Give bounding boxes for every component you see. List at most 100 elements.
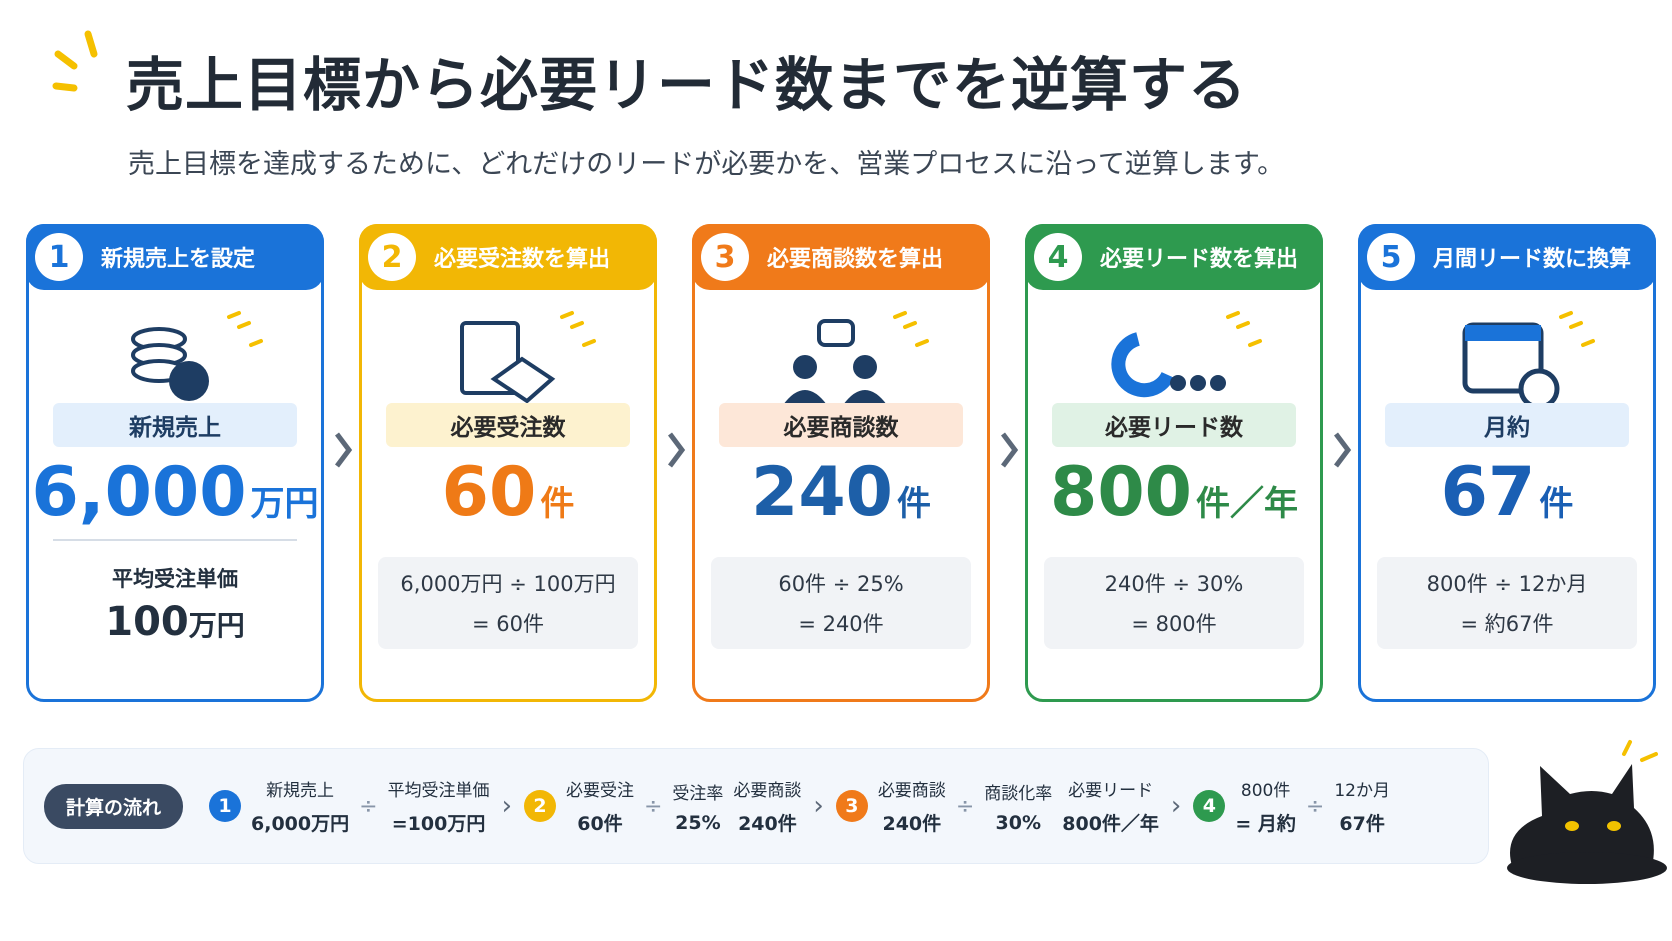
arrow-shape — [335, 432, 353, 468]
flow-text: 商談化率 — [984, 783, 1053, 804]
step-heading: 月間リード数に換算 — [1433, 247, 1632, 272]
flow-arrow: › — [813, 791, 824, 821]
step-header: 1 新規売上を設定 — [26, 224, 324, 290]
flow-text: 25% — [675, 811, 721, 834]
value-number: 6,000 — [31, 453, 247, 532]
icon-shape — [793, 355, 817, 379]
icon-shape — [1111, 332, 1175, 398]
flow-text: 平均受注単価 — [387, 781, 490, 801]
flow-column: ÷ — [644, 794, 662, 819]
icon-spark — [1236, 321, 1250, 329]
value-unit: 件／年 — [1195, 484, 1298, 524]
flow-group: 4 800件 = 月約 ÷ 12か月 67件 — [1193, 776, 1390, 836]
step-number: 1 — [35, 233, 83, 281]
flow-text: ÷ — [359, 793, 378, 819]
calc-line: 800件 ÷ 12か月 — [1426, 572, 1588, 596]
flow-text: 必要受注 — [565, 781, 634, 801]
flow-text: 240件 — [738, 813, 797, 835]
flow-column: 受注率 25% — [672, 779, 723, 834]
icon-spark — [1226, 311, 1240, 319]
icon-spark — [249, 339, 263, 347]
flow-column: 必要リード 800件／年 — [1062, 776, 1159, 836]
flow-text: ÷ — [1305, 793, 1325, 819]
flow-column: 商談化率 30% — [984, 779, 1052, 834]
step-header: 4 必要リード数を算出 — [1025, 224, 1323, 290]
step-card: 2 必要受注数を算出 必要受注数 60 件 6,000万円 ÷ 100万円 = 60件 — [359, 224, 657, 702]
calc-line: = 800件 — [1131, 612, 1217, 636]
flow-text: 240件 — [882, 813, 942, 835]
step-value: 60 件 — [362, 453, 654, 532]
calc-line: = 240件 — [798, 612, 884, 636]
flow-text: 800件 — [1240, 781, 1291, 801]
step-icon — [783, 311, 929, 405]
flow-number: 4 — [1193, 790, 1226, 822]
step-number: 2 — [368, 233, 416, 281]
step-card: 3 必要商談数を算出 必要商談数 240 件 60件 ÷ 25% = 240件 — [692, 224, 990, 702]
icon-spark — [227, 311, 241, 319]
icon-spark — [570, 321, 584, 329]
flow-text: 6,000万円 — [251, 813, 350, 835]
cat-illustration — [1507, 740, 1667, 884]
flow-text: 必要商談 — [877, 781, 946, 801]
icon-shape — [490, 356, 556, 404]
flow-number: 1 — [209, 790, 242, 822]
flow-column: 800件 = 月約 — [1235, 776, 1296, 836]
flow-text: ÷ — [643, 793, 663, 819]
sub-number: 100 — [105, 599, 189, 645]
calc-line: = 60件 — [472, 612, 544, 636]
calc-line: 240件 ÷ 30% — [1104, 572, 1244, 596]
value-number: 60 — [441, 453, 537, 532]
step-heading: 必要リード数を算出 — [1100, 247, 1299, 272]
value-number: 240 — [751, 453, 893, 532]
flow-text: 受注率 — [672, 783, 724, 804]
arrow-shape — [1001, 432, 1019, 468]
arrow-shape — [668, 432, 686, 468]
flow-text: 必要商談 — [733, 781, 802, 801]
icon-spark — [915, 339, 929, 347]
icon-shape — [1210, 375, 1226, 391]
step-header: 5 月間リード数に換算 — [1358, 224, 1656, 290]
flow-text: 12か月 — [1334, 781, 1390, 801]
flow-text: 60件 — [577, 813, 623, 835]
icon-spark — [237, 321, 251, 329]
value-unit: 件 — [540, 484, 575, 524]
step-card: 1 新規売上を設定 新規売上 6,000 万円 平均受注単価 100万円 — [26, 224, 324, 702]
calc-box: 240件 ÷ 30% = 800件 — [1044, 557, 1304, 649]
flow-arrow: › — [501, 791, 512, 821]
step-label: 必要リード数 — [1052, 403, 1296, 447]
sub-label: 平均受注単価 — [112, 567, 238, 591]
icon-shape — [817, 319, 855, 347]
flow-group: 2 必要受注 60件 ÷ 受注率 25% 必要商談 240件 — [523, 776, 801, 836]
calc-box: 6,000万円 ÷ 100万円 = 60件 — [378, 557, 638, 649]
flow-column: 新規売上 6,000万円 — [251, 776, 349, 836]
flow-column: ÷ — [359, 794, 377, 819]
flow-bar: 計算の流れ 1 新規売上 6,000万円 ÷ 平均受注単価 =100万円 › 2 必要受注 60件… — [23, 748, 1489, 864]
title: 売上目標から必要リード数までを逆算する — [126, 51, 1248, 119]
step-arrow — [1001, 432, 1019, 468]
step-icon — [1462, 311, 1595, 409]
step-label: 必要商談数 — [719, 403, 963, 447]
flow-text: 新規売上 — [266, 781, 335, 801]
flow-text: ÷ — [955, 793, 975, 819]
value-unit: 万円 — [250, 484, 319, 524]
flow-column: 必要受注 60件 — [566, 776, 634, 836]
step-icon — [131, 311, 263, 401]
arrow-shape — [1334, 432, 1352, 468]
calc-line: 6,000万円 ÷ 100万円 — [400, 572, 616, 596]
step-header: 2 必要受注数を算出 — [359, 224, 657, 290]
flow-group: 3 必要商談 240件 ÷ 商談化率 30% 必要リード 800件／年 — [835, 776, 1159, 836]
icon-shape — [853, 355, 877, 379]
icon-shape — [169, 361, 209, 401]
flow-column: 必要商談 240件 — [733, 776, 801, 836]
icon-spark — [1581, 339, 1595, 347]
value-number: 67 — [1440, 453, 1536, 532]
flow-text: 800件／年 — [1062, 813, 1159, 835]
value-unit: 件 — [896, 484, 931, 524]
flow-text: 必要リード — [1068, 781, 1154, 801]
flow-number: 3 — [835, 790, 868, 822]
calc-line: 60件 ÷ 25% — [778, 572, 904, 596]
step-value: 240 件 — [695, 453, 987, 532]
sub-block: 平均受注単価 100万円 — [29, 563, 321, 645]
step-heading: 必要受注数を算出 — [434, 247, 611, 272]
